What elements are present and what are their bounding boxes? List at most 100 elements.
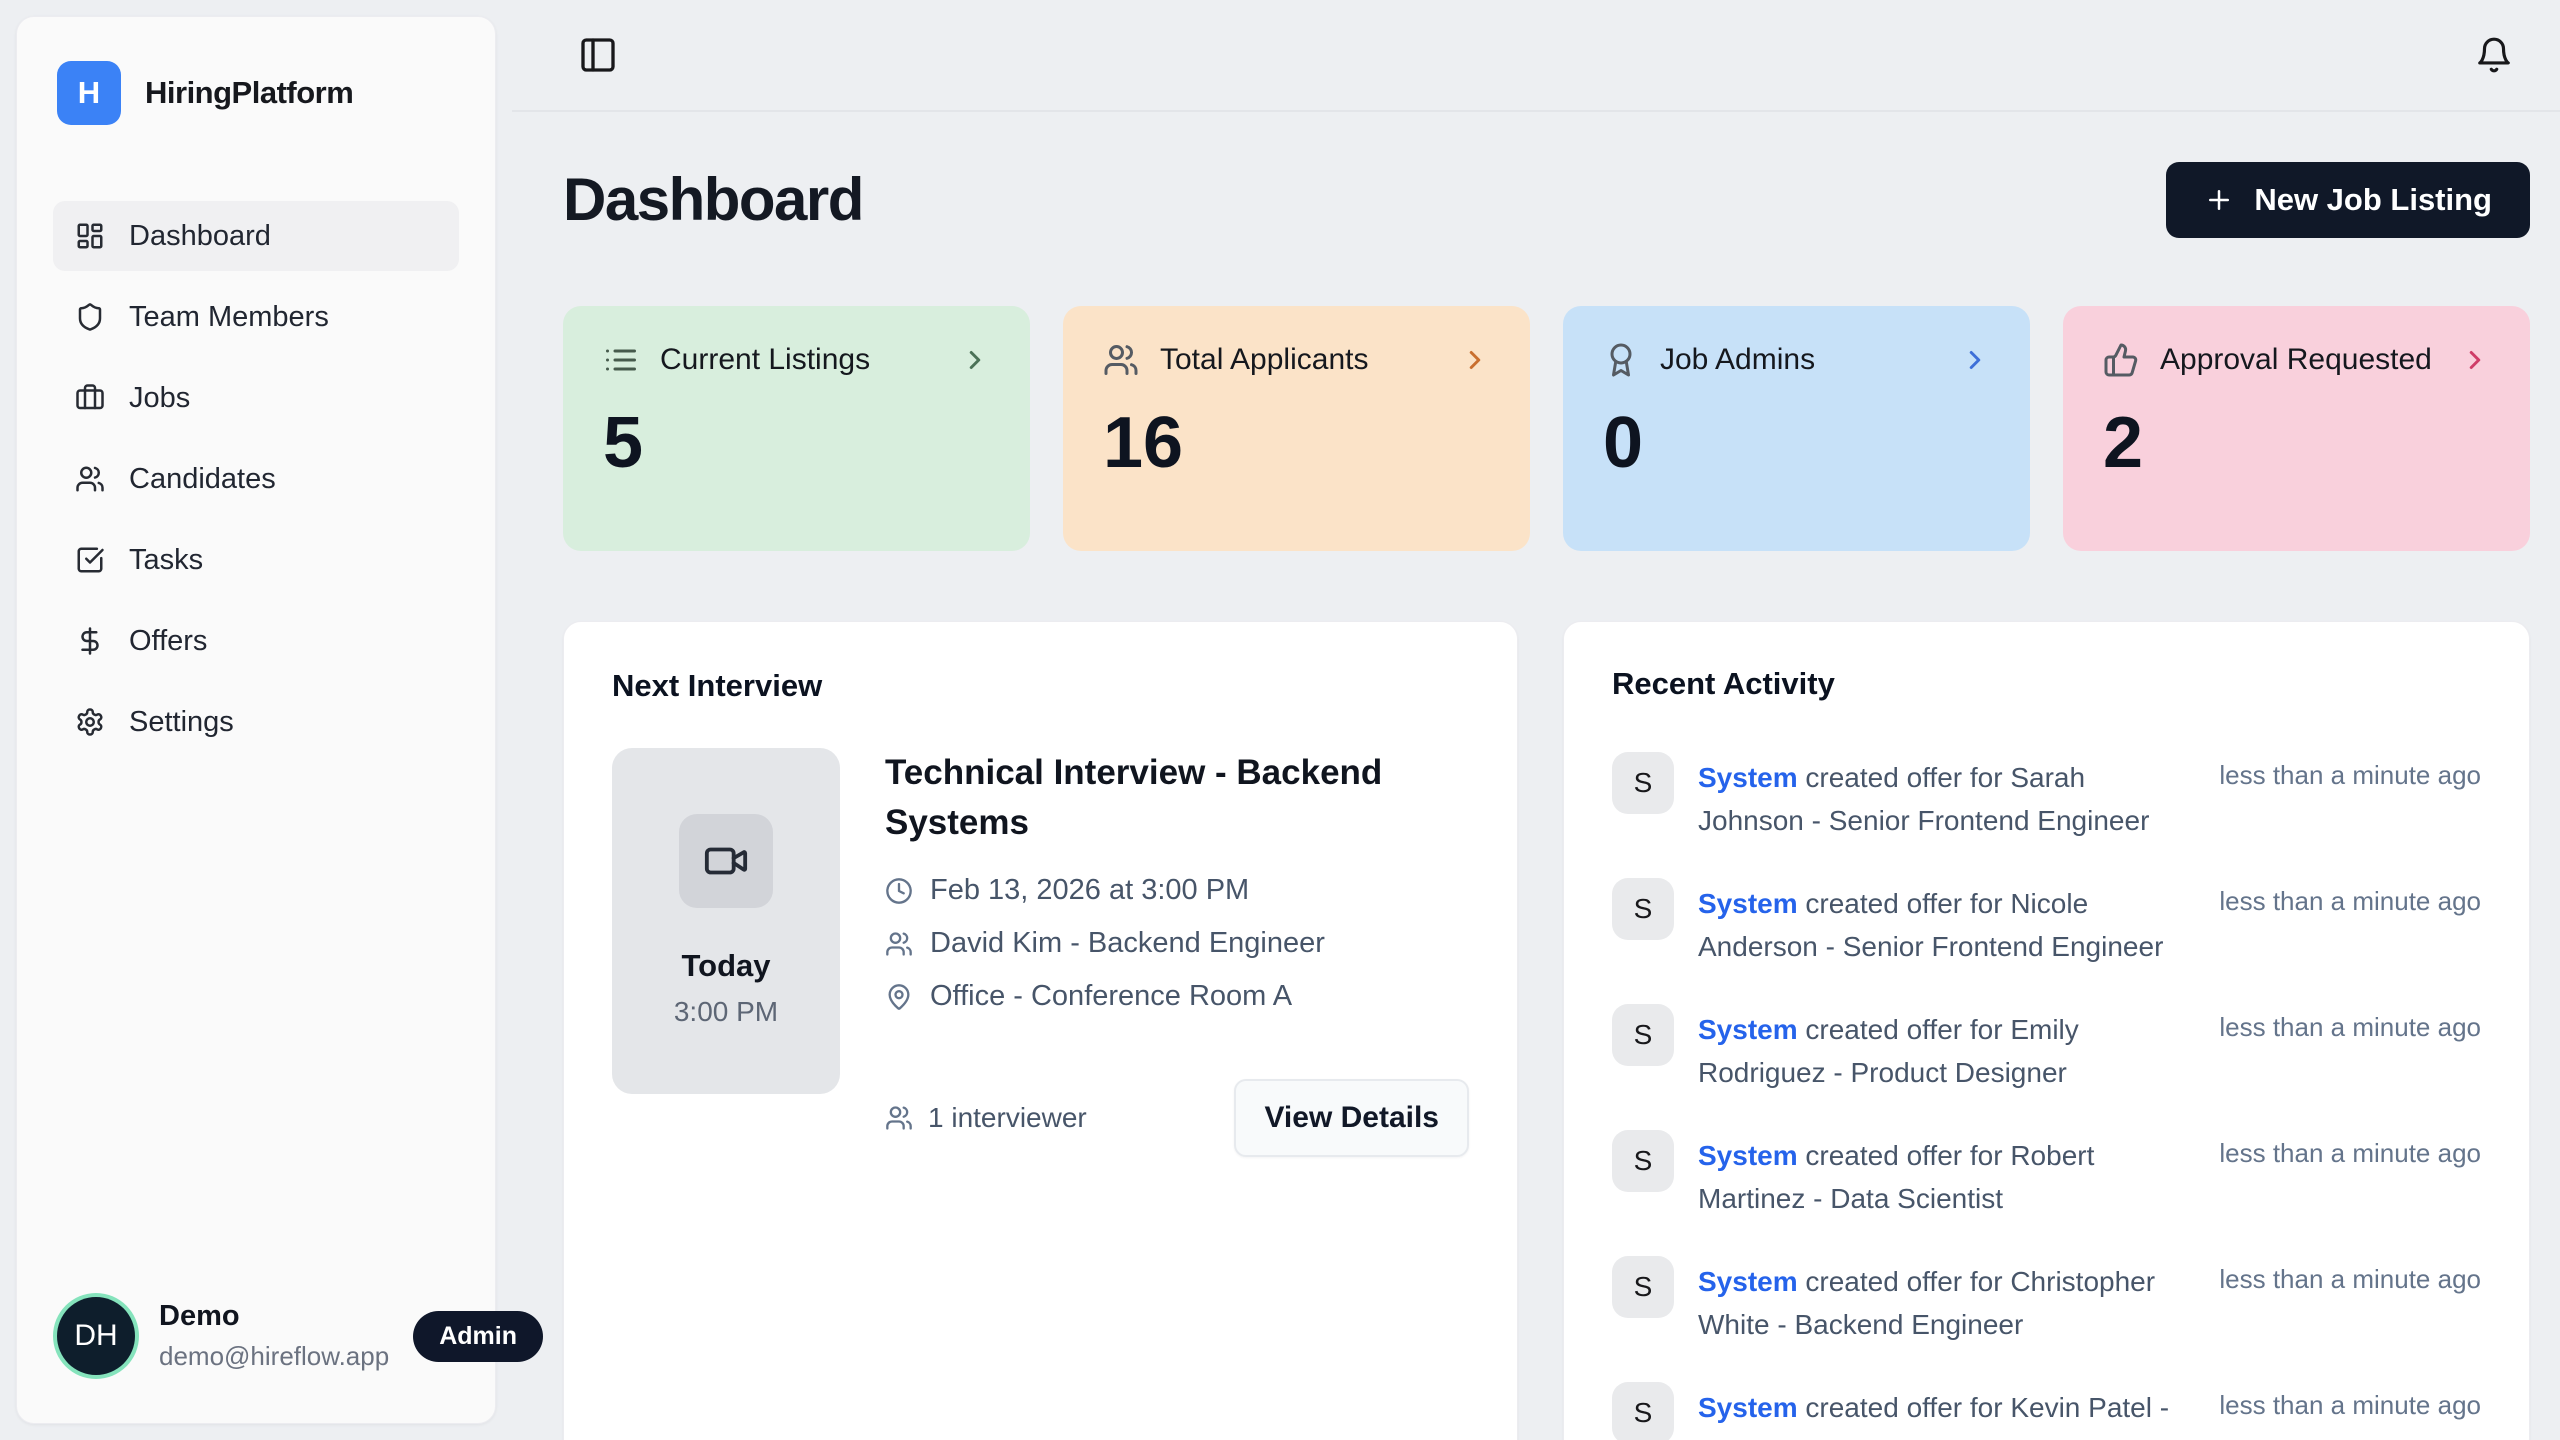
thumbs-up-icon	[2103, 342, 2139, 378]
users-icon	[1103, 342, 1139, 378]
new-job-listing-button[interactable]: New Job Listing	[2166, 162, 2530, 238]
activity-timestamp: less than a minute ago	[2219, 886, 2481, 916]
page-content: Dashboard New Job Listing Current Listin…	[512, 112, 2560, 1440]
stat-label: Current Listings	[660, 343, 871, 376]
square-check-icon	[75, 545, 105, 575]
activity-item: S System created offer for Sarah Johnson…	[1612, 752, 2481, 842]
dollar-icon	[75, 626, 105, 656]
activity-text: System created offer for Emily Rodriguez…	[1698, 1014, 2079, 1088]
activity-item: S System created offer for Emily Rodrigu…	[1612, 1004, 2481, 1094]
activity-timestamp: less than a minute ago	[2219, 1390, 2481, 1420]
activity-item: S System created offer for Kevin Patel -…	[1612, 1382, 2481, 1440]
sidebar-item-label: Team Members	[129, 300, 329, 333]
activity-text: System created offer for Robert Martinez…	[1698, 1140, 2095, 1214]
activity-timestamp: less than a minute ago	[2219, 1264, 2481, 1294]
sidebar-item-label: Settings	[129, 705, 234, 738]
sidebar-item-offers[interactable]: Offers	[53, 606, 459, 676]
chevron-right-icon	[1460, 345, 1490, 375]
sidebar-item-tasks[interactable]: Tasks	[53, 525, 459, 595]
brand-logo-icon: H	[57, 61, 121, 125]
users-icon	[885, 1104, 913, 1132]
main-area: Dashboard New Job Listing Current Listin…	[512, 0, 2560, 1440]
topbar	[512, 0, 2560, 112]
stat-value: 16	[1103, 403, 1184, 483]
gear-icon	[75, 707, 105, 737]
activity-actor-link[interactable]: System	[1698, 762, 1798, 793]
chevron-right-icon	[960, 345, 990, 375]
next-interview-card: Next Interview Today 3:00 PM Technical I…	[563, 621, 1518, 1440]
activity-avatar: S	[1612, 1382, 1674, 1440]
activity-avatar: S	[1612, 1004, 1674, 1066]
interview-datetime: Feb 13, 2026 at 3:00 PM	[930, 874, 1250, 906]
bell-icon	[2475, 36, 2513, 74]
activity-avatar: S	[1612, 752, 1674, 814]
users-icon	[885, 930, 913, 958]
stat-label: Total Applicants	[1160, 343, 1369, 376]
recent-activity-title: Recent Activity	[1612, 666, 1835, 701]
brand-logo[interactable]: H HiringPlatform	[53, 61, 459, 125]
briefcase-icon	[75, 383, 105, 413]
activity-actor-link[interactable]: System	[1698, 1266, 1798, 1297]
brand-name: HiringPlatform	[145, 75, 354, 110]
activity-text: System created offer for Sarah Johnson -…	[1698, 762, 2150, 836]
sidebar-item-label: Jobs	[129, 381, 191, 414]
list-icon	[603, 342, 639, 378]
interview-time: 3:00 PM	[673, 996, 779, 1027]
sidebar-item-jobs[interactable]: Jobs	[53, 363, 459, 433]
activity-item: S System created offer for Nicole Anders…	[1612, 878, 2481, 968]
activity-item: S System created offer for Christopher W…	[1612, 1256, 2481, 1346]
recent-activity-card: Recent Activity S System created offer f…	[1563, 621, 2530, 1440]
next-interview-title: Next Interview	[612, 668, 823, 703]
activity-actor-link[interactable]: System	[1698, 1014, 1798, 1045]
activity-timestamp: less than a minute ago	[2219, 1138, 2481, 1168]
interview-title: Technical Interview - Backend Systems	[885, 753, 1383, 842]
stat-value: 0	[1603, 403, 1644, 483]
stat-card-header: Approval Requested	[2103, 342, 2490, 378]
activity-avatar: S	[1612, 1256, 1674, 1318]
layout-dashboard-icon	[75, 221, 105, 251]
chevron-right-icon	[2460, 345, 2490, 375]
stat-value: 2	[2103, 403, 2144, 483]
stat-label: Approval Requested	[2160, 343, 2432, 376]
activity-actor-link[interactable]: System	[1698, 1392, 1798, 1423]
notifications-button[interactable]	[2472, 33, 2516, 77]
interview-footer: 1 interviewer View Details	[885, 1079, 1469, 1157]
sidebar-nav: Dashboard Team Members Jobs Candidates	[53, 201, 459, 768]
user-profile[interactable]: DH Demo demo@hireflow.app Admin	[53, 1297, 543, 1375]
activity-actor-link[interactable]: System	[1698, 888, 1798, 919]
activity-item: S System created offer for Robert Martin…	[1612, 1130, 2481, 1220]
sidebar-item-team-members[interactable]: Team Members	[53, 282, 459, 352]
user-info: Demo demo@hireflow.app	[159, 1300, 389, 1372]
stat-card-current-listings[interactable]: Current Listings 5	[563, 306, 1030, 551]
stat-card-header: Job Admins	[1603, 342, 1990, 378]
sidebar-item-candidates[interactable]: Candidates	[53, 444, 459, 514]
activity-timestamp: less than a minute ago	[2219, 1012, 2481, 1042]
activity-actor-link[interactable]: System	[1698, 1140, 1798, 1171]
clock-icon	[885, 877, 913, 905]
activity-timestamp: less than a minute ago	[2219, 760, 2481, 790]
stat-card-approval-requested[interactable]: Approval Requested 2	[2063, 306, 2530, 551]
sidebar-item-dashboard[interactable]: Dashboard	[53, 201, 459, 271]
activity-text: System created offer for Nicole Anderson…	[1698, 888, 2164, 962]
activity-text: System created offer for Kevin Patel - D…	[1698, 1392, 2170, 1440]
interview-candidate: David Kim - Backend Engineer	[930, 927, 1325, 959]
interview-thumbnail: Today 3:00 PM	[612, 748, 840, 1094]
interview-day: Today	[681, 948, 771, 983]
sidebar-item-label: Candidates	[129, 462, 276, 495]
stat-cards: Current Listings 5 Total Applicants	[563, 306, 2530, 551]
view-details-button[interactable]: View Details	[1234, 1079, 1469, 1157]
sidebar-item-settings[interactable]: Settings	[53, 687, 459, 757]
interview-item: Today 3:00 PM Technical Interview - Back…	[612, 748, 1469, 1157]
stat-card-total-applicants[interactable]: Total Applicants 16	[1063, 306, 1530, 551]
sidebar-toggle-button[interactable]	[576, 33, 620, 77]
interviewer-count: 1 interviewer	[885, 1102, 1087, 1134]
interview-details: Technical Interview - Backend Systems Fe…	[885, 748, 1469, 1157]
user-name: Demo	[159, 1300, 240, 1332]
sidebar: H HiringPlatform Dashboard Team Members	[16, 16, 543, 1424]
stat-card-job-admins[interactable]: Job Admins 0	[1563, 306, 2030, 551]
stat-card-header: Total Applicants	[1103, 342, 1490, 378]
dashboard-panels: Next Interview Today 3:00 PM Technical I…	[563, 621, 2530, 1440]
plus-icon	[2204, 185, 2234, 215]
page-title: Dashboard	[563, 166, 864, 233]
sidebar-item-label: Dashboard	[129, 219, 271, 252]
